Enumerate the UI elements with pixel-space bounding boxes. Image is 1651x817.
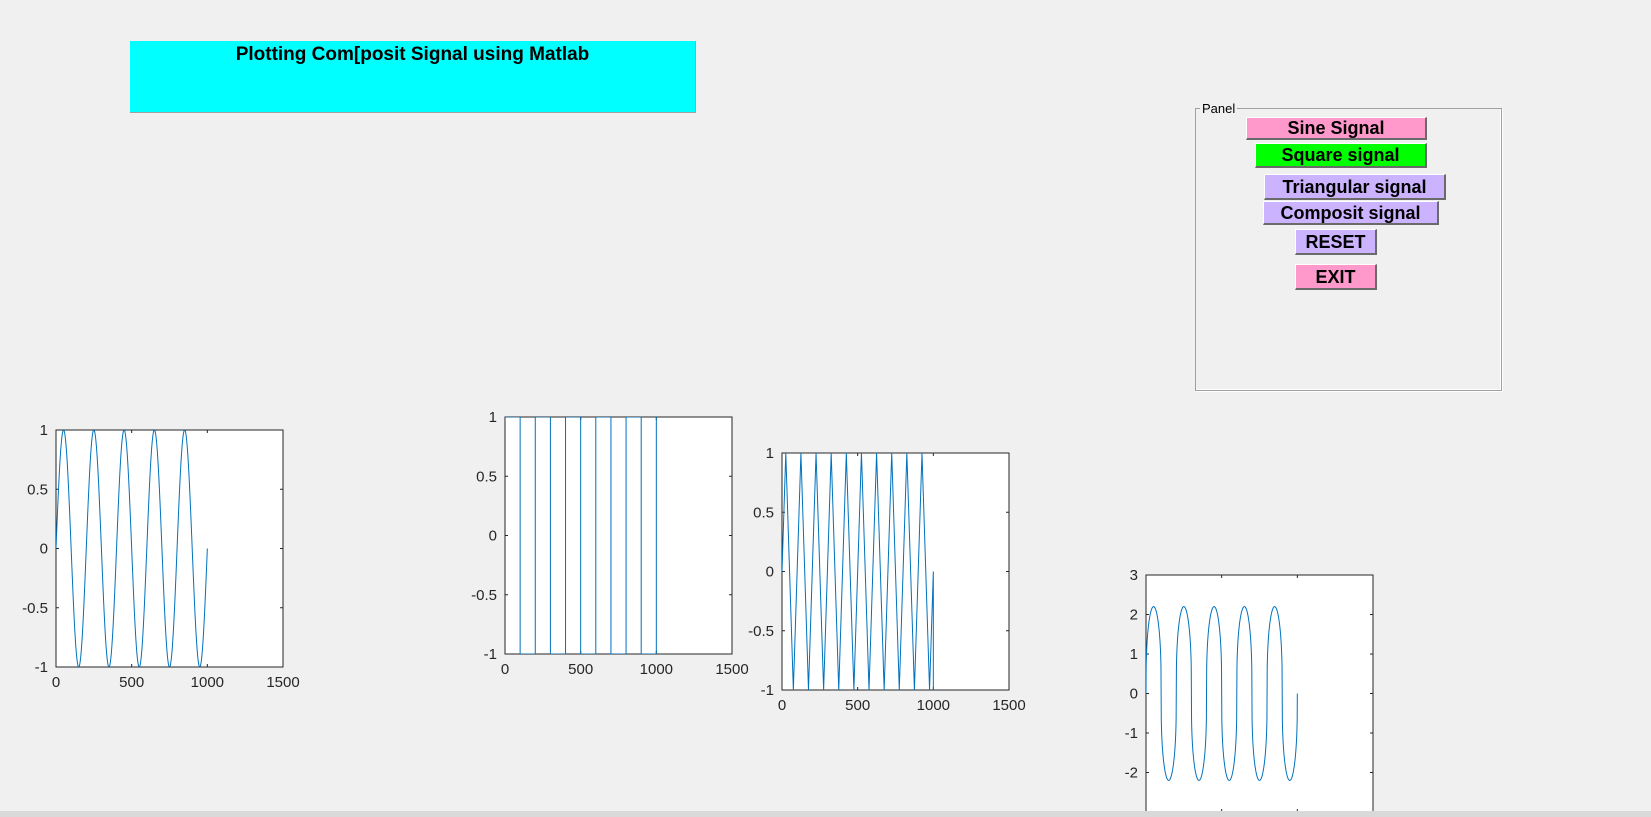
plot-area bbox=[1145, 574, 1374, 811]
square-signal-button[interactable]: Square signal bbox=[1255, 143, 1427, 168]
y-tick-label: -1 bbox=[484, 646, 497, 663]
x-tick-label: 0 bbox=[52, 674, 60, 691]
y-tick-label: 3 bbox=[1130, 567, 1138, 584]
x-tick-label: 1500 bbox=[715, 661, 748, 678]
y-tick-label: 1 bbox=[1130, 646, 1138, 663]
y-tick-label: -1 bbox=[761, 682, 774, 699]
y-tick-label: -0.5 bbox=[22, 600, 48, 617]
x-tick-label: 0 bbox=[501, 661, 509, 678]
y-tick-label: 0 bbox=[1130, 686, 1138, 703]
signal-line-triangular bbox=[782, 453, 934, 690]
x-tick-label: 1000 bbox=[640, 661, 673, 678]
title-banner: Plotting Com[posit Signal using Matlab bbox=[130, 41, 696, 113]
composit-signal-button[interactable]: Composit signal bbox=[1263, 201, 1439, 225]
y-tick-label: -0.5 bbox=[471, 587, 497, 604]
control-panel bbox=[1195, 108, 1502, 391]
y-tick-label: 1 bbox=[766, 445, 774, 462]
y-tick-label: -1 bbox=[35, 659, 48, 676]
signal-line-sine bbox=[56, 430, 208, 667]
plot-area bbox=[55, 429, 284, 668]
y-tick-label: 0 bbox=[489, 528, 497, 545]
x-tick-label: 1000 bbox=[917, 697, 950, 714]
exit-button[interactable]: EXIT bbox=[1295, 264, 1377, 290]
page-title: Plotting Com[posit Signal using Matlab bbox=[235, 44, 590, 65]
x-tick-label: 500 bbox=[568, 661, 593, 678]
signal-line-composit bbox=[1146, 606, 1298, 781]
y-tick-label: 0.5 bbox=[476, 468, 497, 485]
y-tick-label: 2 bbox=[1130, 607, 1138, 624]
y-tick-label: 0.5 bbox=[27, 481, 48, 498]
x-tick-label: 500 bbox=[119, 674, 144, 691]
y-tick-label: 1 bbox=[40, 422, 48, 439]
x-tick-label: 0 bbox=[778, 697, 786, 714]
x-tick-label: 500 bbox=[845, 697, 870, 714]
panel-label: Panel bbox=[1200, 101, 1238, 116]
triangular-signal-button[interactable]: Triangular signal bbox=[1264, 174, 1446, 200]
reset-button[interactable]: RESET bbox=[1295, 229, 1377, 255]
chart-square: 0 500 1000 1500 -1 -0.5 0 0.5 1 bbox=[471, 409, 749, 678]
chart-composit: -2 -1 0 1 2 3 bbox=[1125, 567, 1374, 811]
window-bottom-edge bbox=[0, 811, 1651, 817]
y-tick-label: 0 bbox=[40, 541, 48, 558]
sine-signal-button[interactable]: Sine Signal bbox=[1246, 117, 1427, 140]
y-tick-label: -1 bbox=[1125, 725, 1138, 742]
x-tick-label: 1500 bbox=[266, 674, 299, 691]
y-tick-label: -0.5 bbox=[748, 623, 774, 640]
y-tick-label: 0 bbox=[766, 564, 774, 581]
y-tick-label: 0.5 bbox=[753, 504, 774, 521]
plot-area bbox=[504, 416, 733, 655]
y-tick-label: 1 bbox=[489, 409, 497, 426]
x-tick-label: 1000 bbox=[191, 674, 224, 691]
chart-sine: 0 500 1000 1500 -1 -0.5 0 0.5 1 bbox=[22, 422, 300, 691]
y-tick-label: -2 bbox=[1125, 765, 1138, 782]
x-tick-label: 1500 bbox=[992, 697, 1025, 714]
chart-triangular: 0 500 1000 1500 -1 -0.5 0 0.5 1 bbox=[748, 445, 1026, 714]
